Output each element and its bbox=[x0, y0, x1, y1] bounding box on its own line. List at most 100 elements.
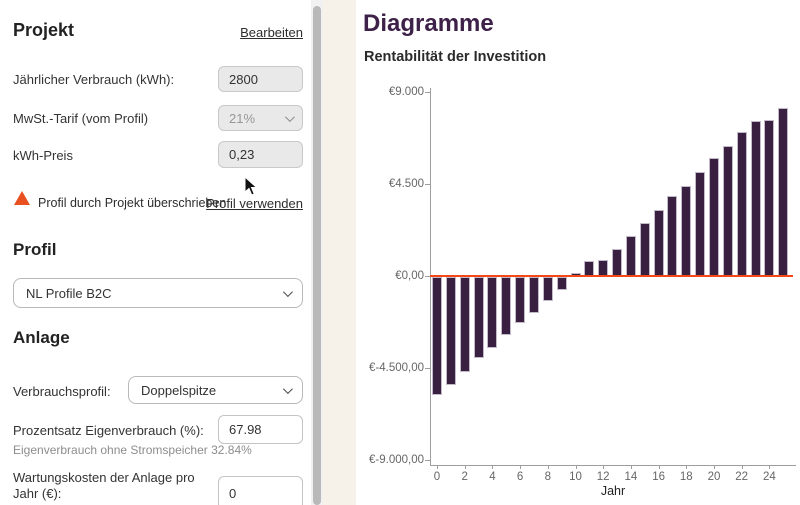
self-consumption-hint: Eigenverbrauch ohne Stromspeicher 32.84% bbox=[13, 443, 252, 457]
chart-bar bbox=[515, 277, 526, 323]
x-axis-tick bbox=[575, 465, 577, 469]
kwh-price-value: 0,23 bbox=[229, 147, 255, 162]
annual-consumption-value: 2800 bbox=[229, 71, 258, 87]
edit-project-link[interactable]: Bearbeiten bbox=[240, 25, 303, 40]
chart-bar bbox=[695, 171, 706, 276]
vat-rate-select[interactable]: 21% bbox=[218, 105, 303, 131]
vat-rate-label: MwSt.-Tarif (vom Profil) bbox=[13, 111, 149, 126]
maintenance-cost-input[interactable]: 0 bbox=[218, 476, 303, 505]
chart-bar bbox=[459, 277, 470, 373]
chart-bar bbox=[667, 196, 678, 276]
chevron-down-icon bbox=[282, 286, 293, 297]
chart-bar bbox=[653, 210, 664, 276]
x-axis-tick-label: 8 bbox=[544, 471, 551, 483]
chevron-down-icon bbox=[282, 383, 293, 394]
x-axis-tick-label: 2 bbox=[461, 471, 468, 483]
maintenance-cost-value: 0 bbox=[229, 485, 237, 501]
x-axis-tick-label: 0 bbox=[433, 471, 441, 483]
x-axis-tick-label: 18 bbox=[679, 471, 693, 483]
y-axis-tick-label: €4.500 bbox=[388, 178, 424, 190]
x-axis-tick bbox=[547, 465, 549, 469]
chart-bar bbox=[432, 277, 442, 395]
charts-panel: Diagramme Rentabilität der Investition €… bbox=[356, 0, 800, 505]
x-axis-tick bbox=[714, 465, 715, 469]
x-axis-tick-label: 14 bbox=[624, 471, 638, 483]
x-axis-tick-label: 24 bbox=[762, 471, 776, 483]
consumption-profile-label: Verbrauchsprofil: bbox=[13, 384, 111, 399]
y-axis-tick bbox=[425, 92, 430, 93]
chart-bar bbox=[501, 277, 512, 336]
y-axis-tick-label: €-9.000,00 bbox=[369, 454, 424, 466]
chart-bar bbox=[778, 107, 789, 276]
consumption-profile-value: Doppelspitze bbox=[141, 382, 217, 398]
kwh-price-label: kWh-Preis bbox=[13, 148, 73, 163]
x-axis-tick-label: 10 bbox=[569, 471, 582, 483]
y-axis-tick-label: €-4.500,00 bbox=[369, 362, 424, 374]
profile-select-value: NL Profile B2C bbox=[26, 285, 112, 301]
chart-bar bbox=[584, 261, 595, 276]
charts-page-title: Diagramme bbox=[363, 10, 494, 37]
consumption-profile-select[interactable]: Doppelspitze bbox=[128, 376, 303, 404]
project-section-title: Projekt bbox=[13, 20, 75, 40]
x-axis-tick-label: 22 bbox=[735, 471, 749, 483]
annual-consumption-label: Jährlicher Verbrauch (kWh): bbox=[13, 72, 175, 87]
kwh-price-input[interactable]: 0,23 bbox=[218, 141, 303, 168]
y-axis-tick bbox=[425, 368, 430, 369]
panel-scrollbar-thumb[interactable] bbox=[313, 6, 321, 505]
x-axis-tick bbox=[630, 465, 632, 469]
x-axis-tick bbox=[520, 465, 522, 469]
y-axis-tick bbox=[425, 184, 430, 185]
chart-bar bbox=[598, 259, 609, 276]
x-axis-tick bbox=[464, 465, 466, 469]
y-axis-tick bbox=[425, 460, 430, 461]
maintenance-cost-label: Wartungskosten der Anlage pro Jahr (€): bbox=[13, 470, 195, 501]
x-axis-tick bbox=[492, 465, 494, 469]
chart-bar bbox=[473, 277, 484, 359]
profile-overridden-warning-text: Profil durch Projekt überschrieben bbox=[38, 196, 227, 210]
x-axis-tick bbox=[769, 465, 771, 469]
x-axis-tick-label: 6 bbox=[516, 471, 524, 483]
x-axis-tick-label: 16 bbox=[652, 471, 665, 483]
chart-bar bbox=[709, 158, 719, 276]
chevron-down-icon bbox=[284, 111, 295, 122]
chart-bar bbox=[625, 235, 636, 276]
chart-bar bbox=[528, 277, 539, 313]
chart-bar bbox=[764, 119, 775, 276]
x-axis-tick-label: 12 bbox=[596, 471, 610, 483]
chart-bar bbox=[681, 185, 692, 276]
chart-bar bbox=[750, 120, 761, 276]
project-panel: Projekt Bearbeiten Jährlicher Verbrauch … bbox=[0, 0, 311, 505]
x-axis-tick bbox=[741, 465, 743, 469]
annual-consumption-input[interactable]: 2800 bbox=[218, 66, 303, 92]
profile-select[interactable]: NL Profile B2C bbox=[13, 278, 303, 308]
self-consumption-value: 67.98 bbox=[229, 422, 262, 437]
x-axis-tick bbox=[686, 465, 688, 469]
chart-bar bbox=[445, 277, 456, 385]
zero-line bbox=[430, 275, 793, 277]
use-profile-link[interactable]: Profil verwenden bbox=[206, 196, 303, 211]
chart-bar bbox=[612, 249, 623, 276]
vat-rate-value: 21% bbox=[229, 110, 256, 126]
warning-triangle-icon bbox=[14, 191, 32, 205]
self-consumption-input[interactable]: 67.98 bbox=[218, 415, 303, 444]
panel-divider bbox=[323, 0, 356, 505]
y-axis-tick-label: €0,00 bbox=[395, 270, 424, 282]
y-axis-tick-label: €9.000 bbox=[388, 86, 424, 98]
self-consumption-label: Prozentsatz Eigenverbrauch (%): bbox=[13, 423, 204, 438]
chart-bar bbox=[722, 146, 733, 276]
x-axis-line bbox=[430, 465, 796, 466]
chart-bar bbox=[639, 223, 650, 276]
x-axis-tick bbox=[603, 465, 605, 469]
x-axis-tick-label: 20 bbox=[707, 471, 721, 483]
chart-bar bbox=[556, 277, 567, 291]
chart-title: Rentabilität der Investition bbox=[364, 49, 547, 65]
chart-bar bbox=[542, 277, 553, 301]
system-section-title: Anlage bbox=[13, 328, 70, 347]
profitability-bar-chart: €9.000 €4.500 €0,00 €-4.500,00 €-9.000,00 0 2 4… bbox=[356, 0, 800, 505]
y-axis-tick bbox=[425, 276, 430, 277]
x-axis-tick-label: 4 bbox=[489, 471, 496, 483]
x-axis-title: Jahr bbox=[600, 484, 626, 498]
chart-bar bbox=[736, 132, 747, 276]
x-axis-tick bbox=[658, 465, 660, 469]
profile-section-title: Profil bbox=[13, 240, 57, 259]
